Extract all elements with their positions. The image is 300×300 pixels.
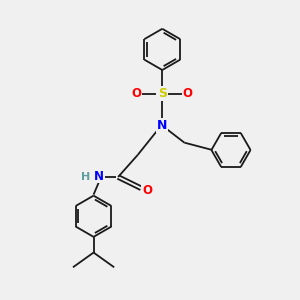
Text: O: O [132,87,142,100]
Text: O: O [142,184,152,197]
Text: N: N [157,119,167,132]
Text: H: H [81,172,90,182]
Text: S: S [158,87,167,100]
Text: O: O [183,87,193,100]
Text: N: N [94,169,104,182]
